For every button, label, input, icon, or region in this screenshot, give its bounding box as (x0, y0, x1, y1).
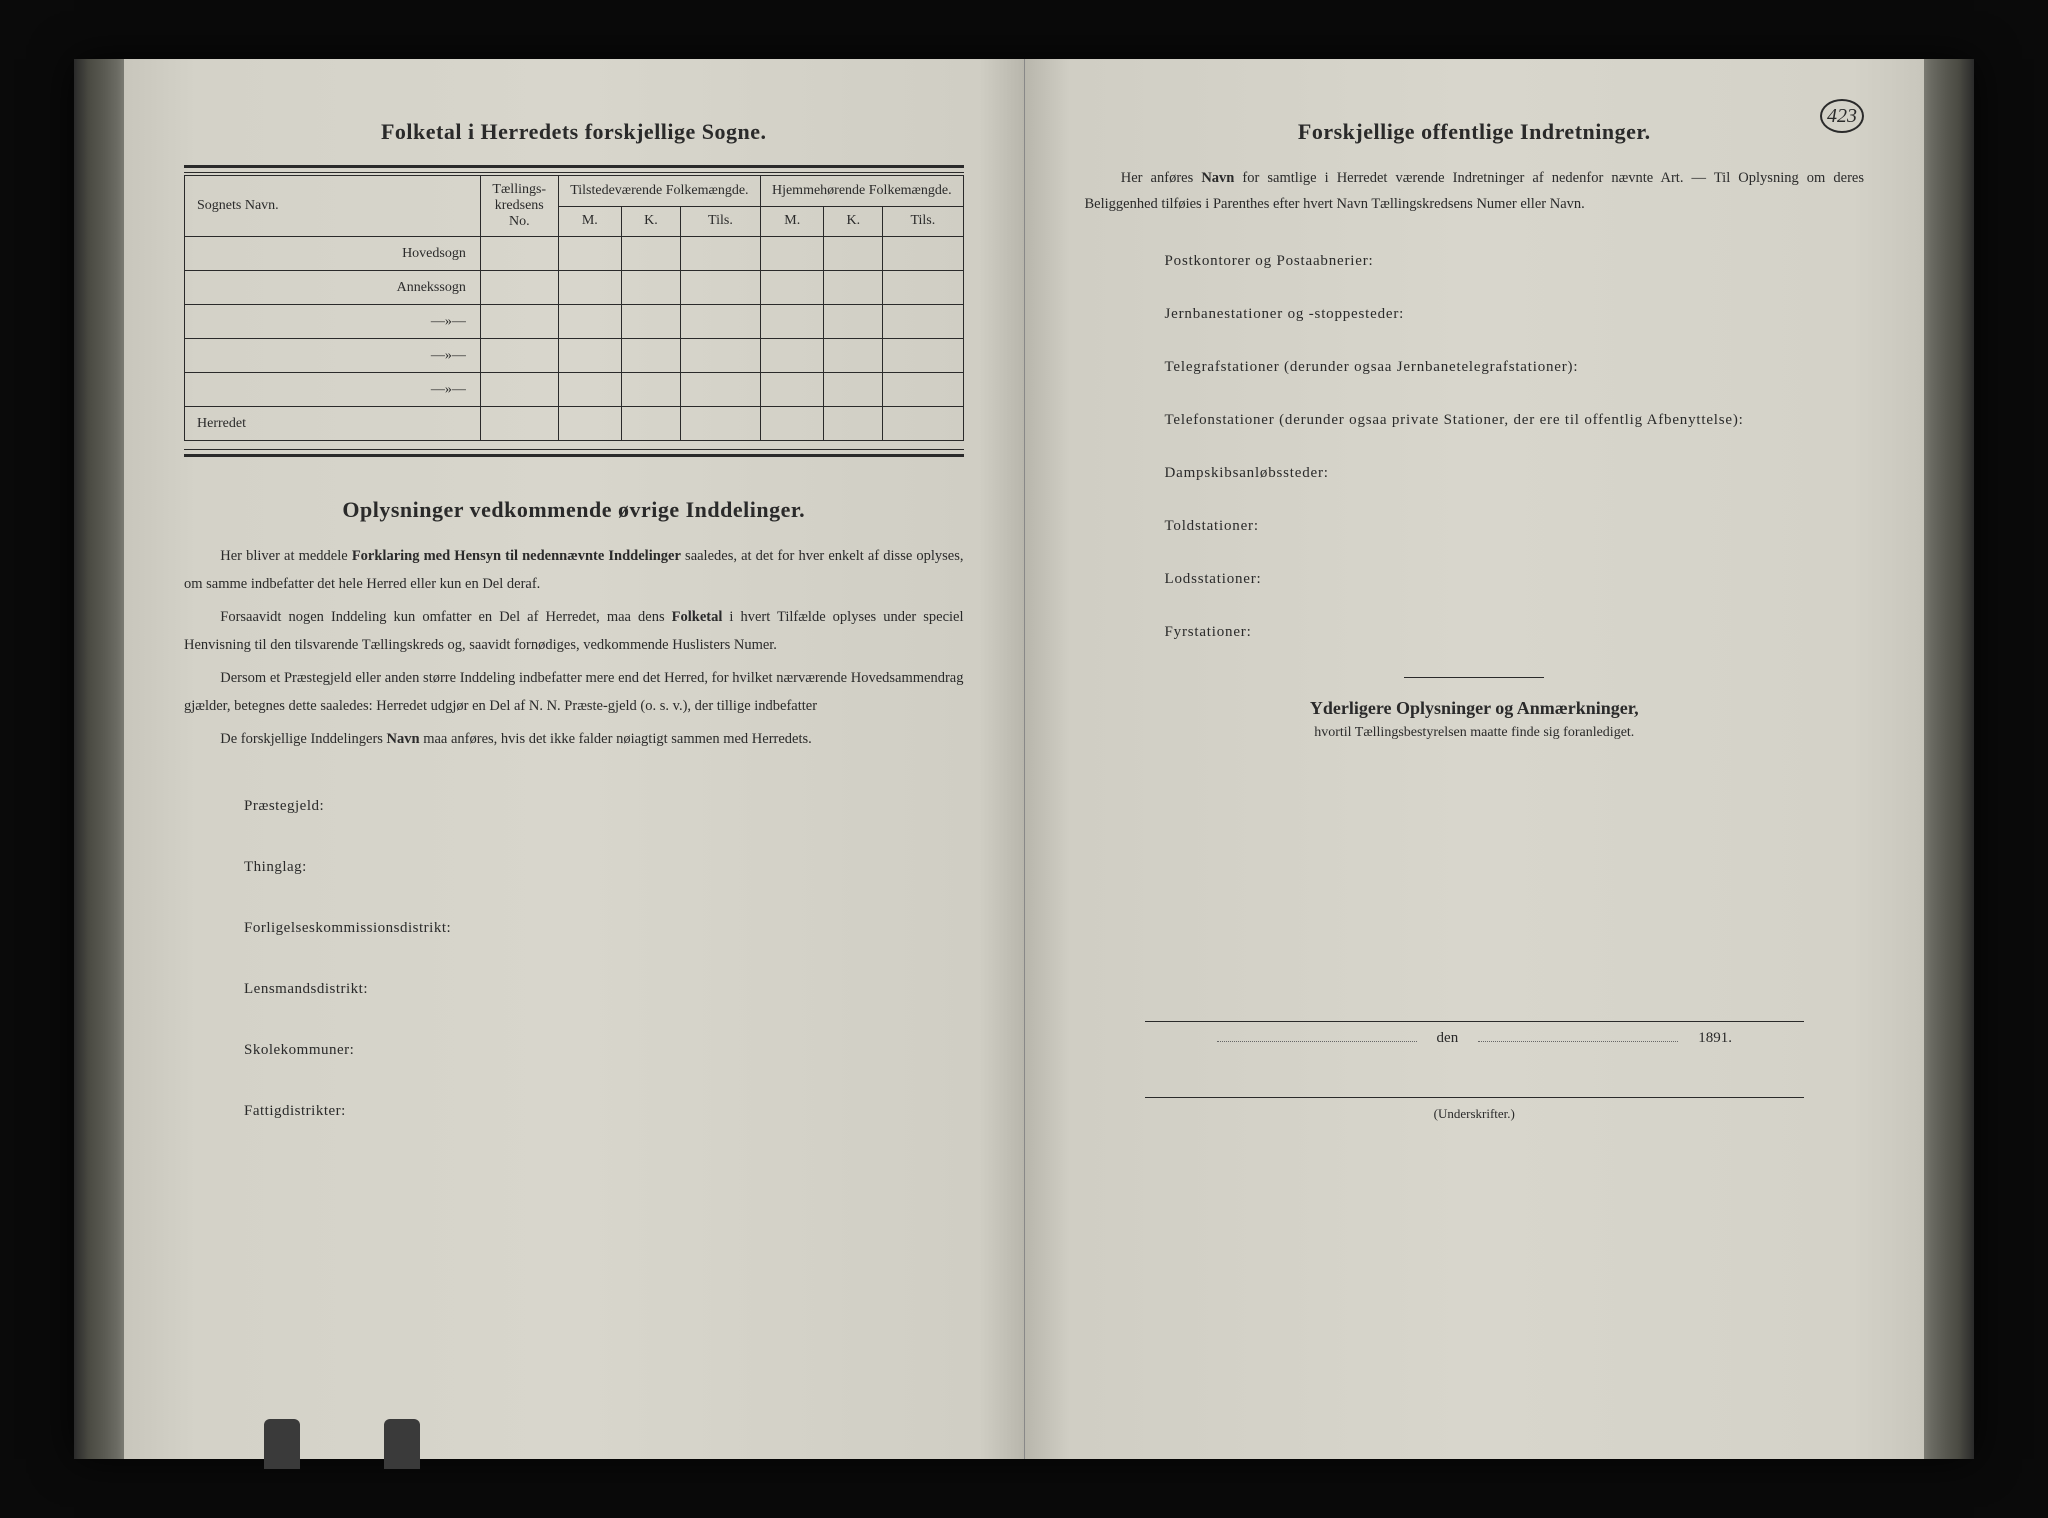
right-page: 423 Forskjellige offentlige Indretninger… (1025, 59, 1925, 1459)
th-m: M. (761, 206, 824, 237)
th-k: K. (824, 206, 883, 237)
field-label: Postkontorer og Postaabnerier: (1165, 253, 1865, 270)
field-label: Dampskibsanløbssteder: (1165, 465, 1865, 482)
page-number: 423 (1820, 99, 1864, 133)
th-group2: Hjemmehørende Folkemængde. (761, 176, 963, 207)
signature-area: den 1891. (Underskrifter.) (1085, 1021, 1865, 1122)
field-label: Fyrstationer: (1165, 624, 1865, 641)
sub-heading: Yderligere Oplysninger og Anmærkninger, (1085, 698, 1865, 719)
paragraph: Forsaavidt nogen Inddeling kun omfatter … (184, 604, 964, 659)
right-title: Forskjellige offentlige Indretninger. (1085, 119, 1865, 145)
field-label: Telefonstationer (derunder ogsaa private… (1165, 412, 1865, 429)
book-spine-right (1924, 59, 1974, 1459)
row-label: —»— (185, 339, 481, 373)
field-label: Toldstationer: (1165, 518, 1865, 535)
right-field-list: Postkontorer og Postaabnerier: Jernbanes… (1085, 253, 1865, 641)
signature-line (1145, 1097, 1805, 1098)
paragraph: Dersom et Præstegjeld eller anden større… (184, 665, 964, 720)
row-label: Annekssogn (185, 271, 481, 305)
rule (184, 454, 964, 457)
field-label: Forligelseskommissionsdistrikt: (244, 920, 964, 937)
section2-title: Oplysninger vedkommende øvrige Inddeling… (184, 497, 964, 523)
field-label: Lodsstationer: (1165, 571, 1865, 588)
paragraph: De forskjellige Inddelingers Navn maa an… (184, 726, 964, 754)
row-label: Hovedsogn (185, 237, 481, 271)
book-clip (264, 1419, 300, 1469)
field-label: Lensmandsdistrikt: (244, 981, 964, 998)
right-intro: Her anføres Navn for samtlige i Herredet… (1085, 165, 1865, 217)
text: Her bliver at meddele (220, 548, 352, 564)
census-table: Sognets Navn. Tællings-kredsens No. Tils… (184, 175, 964, 441)
rule (184, 165, 964, 168)
date-row: den 1891. (1145, 1030, 1805, 1047)
th-kreds: Tællings-kredsens No. (480, 176, 558, 237)
rule (184, 449, 964, 450)
field-label: Præstegjeld: (244, 798, 964, 815)
th-name: Sognets Navn. (185, 176, 481, 237)
blank (1478, 1041, 1678, 1042)
book-spine-left (74, 59, 124, 1459)
text: De forskjellige Inddelingers (220, 731, 386, 747)
th-group1: Tilstedeværende Folkemængde. (558, 176, 760, 207)
book-spread: Folketal i Herredets forskjellige Sogne.… (74, 59, 1974, 1459)
field-label: Fattigdistrikter: (244, 1103, 964, 1120)
th-k: K. (621, 206, 680, 237)
text-bold: Navn (387, 731, 420, 747)
text: Her anføres (1121, 170, 1202, 186)
paragraph: Her bliver at meddele Forklaring med Hen… (184, 543, 964, 598)
signature-line (1145, 1021, 1805, 1022)
row-footer: Herredet (185, 407, 481, 441)
left-page: Folketal i Herredets forskjellige Sogne.… (124, 59, 1025, 1459)
text: Forsaavidt nogen Inddeling kun omfatter … (220, 609, 671, 625)
field-label: Thinglag: (244, 859, 964, 876)
row-label: —»— (185, 373, 481, 407)
date-word: den (1437, 1030, 1459, 1047)
rule (184, 172, 964, 173)
row-label: —»— (185, 305, 481, 339)
text: maa anføres, hvis det ikke falder nøiagt… (420, 731, 812, 747)
text-bold: Navn (1201, 170, 1234, 186)
text-bold: Forklaring med Hensyn til nedennævnte In… (352, 548, 681, 564)
text-bold: Folketal (672, 609, 723, 625)
th-tils: Tils. (883, 206, 963, 237)
year: 1891. (1698, 1030, 1732, 1047)
rule-short (1404, 677, 1544, 678)
left-title: Folketal i Herredets forskjellige Sogne. (184, 119, 964, 145)
field-label: Telegrafstationer (derunder ogsaa Jernba… (1165, 359, 1865, 376)
blank (1217, 1041, 1417, 1042)
field-label: Jernbanestationer og -stoppesteder: (1165, 306, 1865, 323)
th-m: M. (558, 206, 621, 237)
field-label: Skolekommuner: (244, 1042, 964, 1059)
book-clip (384, 1419, 420, 1469)
left-field-list: Præstegjeld: Thinglag: Forligelseskommis… (184, 798, 964, 1120)
sub-caption: hvortil Tællingsbestyrelsen maatte finde… (1085, 725, 1865, 741)
signature-caption: (Underskrifter.) (1145, 1106, 1805, 1122)
th-tils: Tils. (680, 206, 760, 237)
